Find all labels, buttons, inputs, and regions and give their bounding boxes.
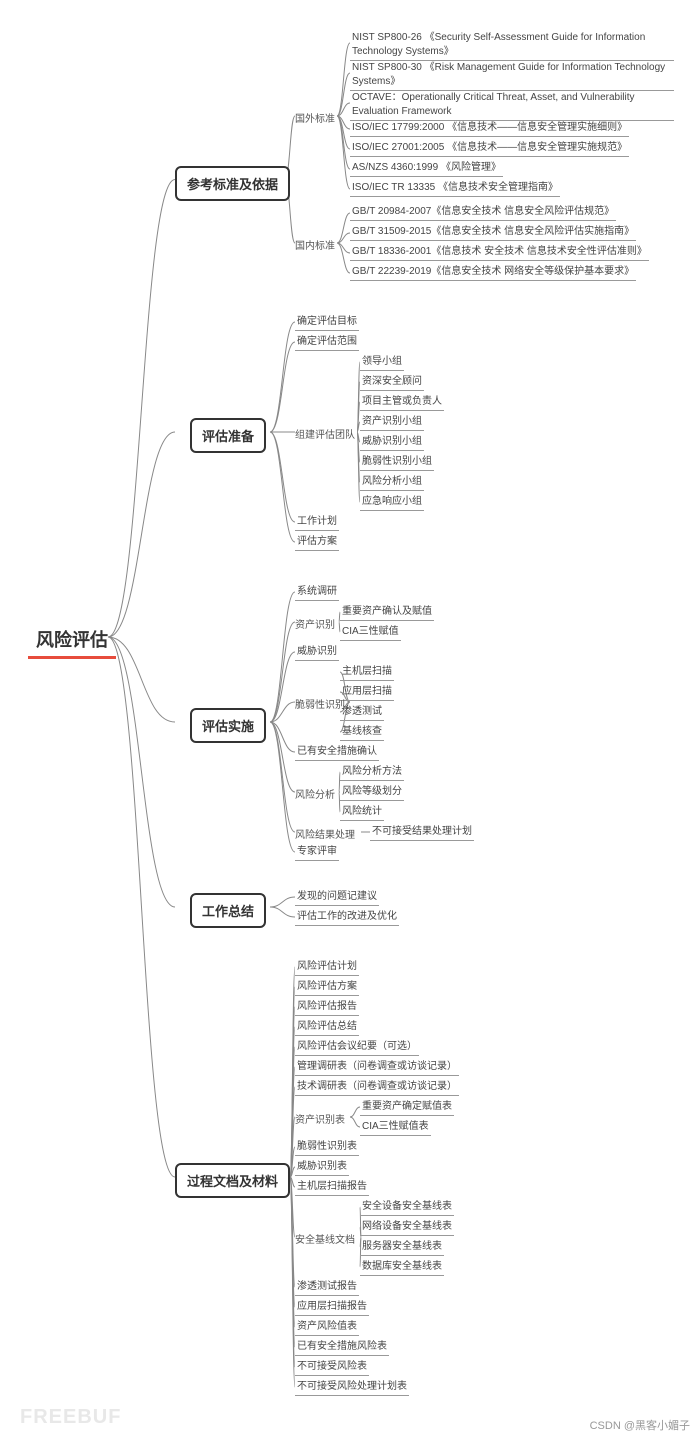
branch-docs: 过程文档及材料: [175, 1163, 290, 1198]
leaf: 资产识别小组: [360, 414, 424, 431]
branch-standards: 参考标准及依据: [175, 166, 290, 201]
sub-label: 资产识别: [295, 616, 335, 631]
leaf: 重要资产确定赋值表: [360, 1099, 454, 1116]
leaf: ISO/IEC 27001:2005 《信息技术——信息安全管理实施规范》: [350, 140, 629, 157]
branch-summary: 工作总结: [190, 893, 266, 928]
leaf: 系统调研: [295, 584, 339, 601]
sub-label: 国内标准: [295, 237, 335, 252]
leaf: 主机层扫描报告: [295, 1179, 369, 1196]
leaf: AS/NZS 4360:1999 《风险管理》: [350, 160, 503, 177]
sub-label: 资产识别表: [295, 1111, 345, 1126]
leaf: 风险统计: [340, 804, 384, 821]
leaf: 风险评估会议纪要（可选）: [295, 1039, 419, 1056]
leaf: 风险评估总结: [295, 1019, 359, 1036]
leaf: 资产风险值表: [295, 1319, 359, 1336]
leaf: 评估工作的改进及优化: [295, 909, 399, 926]
leaf: 风险评估计划: [295, 959, 359, 976]
leaf: 确定评估目标: [295, 314, 359, 331]
sub-label: 风险结果处理: [295, 826, 355, 841]
leaf: 确定评估范围: [295, 334, 359, 351]
leaf: 应用层扫描: [340, 684, 394, 701]
leaf: 威胁识别表: [295, 1159, 349, 1176]
branch-prep: 评估准备: [190, 418, 266, 453]
leaf: 渗透测试报告: [295, 1279, 359, 1296]
leaf: CIA三性赋值: [340, 624, 401, 641]
leaf: 脆弱性识别表: [295, 1139, 359, 1156]
leaf: 不可接受风险处理计划表: [295, 1379, 409, 1396]
leaf: 威胁识别: [295, 644, 339, 661]
leaf: 已有安全措施确认: [295, 744, 379, 761]
leaf: 重要资产确认及赋值: [340, 604, 434, 621]
leaf: 风险评估报告: [295, 999, 359, 1016]
leaf: 不可接受风险表: [295, 1359, 369, 1376]
leaf: NIST SP800-26 《Security Self-Assessment …: [350, 30, 674, 61]
leaf: 服务器安全基线表: [360, 1239, 444, 1256]
leaf: GB/T 22239-2019《信息安全技术 网络安全等级保护基本要求》: [350, 264, 636, 281]
leaf: 风险等级划分: [340, 784, 404, 801]
leaf: 发现的问题记建议: [295, 889, 379, 906]
leaf: ISO/IEC 17799:2000 《信息技术——信息安全管理实施细则》: [350, 120, 629, 137]
sub-label: 脆弱性识别: [295, 696, 345, 711]
leaf: 风险分析小组: [360, 474, 424, 491]
watermark-csdn: CSDN @黑客小媚子: [590, 1417, 690, 1433]
sub-label: 风险分析: [295, 786, 335, 801]
leaf: 脆弱性识别小组: [360, 454, 434, 471]
leaf: 管理调研表（问卷调查或访谈记录）: [295, 1059, 459, 1076]
leaf: 领导小组: [360, 354, 404, 371]
leaf: 渗透测试: [340, 704, 384, 721]
sub-label: 组建评估团队: [295, 426, 355, 441]
root-node: 风险评估: [28, 622, 116, 659]
leaf: 评估方案: [295, 534, 339, 551]
leaf: 风险分析方法: [340, 764, 404, 781]
sub-label: 国外标准: [295, 110, 335, 125]
leaf: CIA三性赋值表: [360, 1119, 431, 1136]
leaf: 项目主管或负责人: [360, 394, 444, 411]
leaf: 专家评审: [295, 844, 339, 861]
leaf: NIST SP800-30 《Risk Management Guide for…: [350, 60, 674, 91]
leaf: 安全设备安全基线表: [360, 1199, 454, 1216]
watermark-freebuf: FREEBUF: [20, 1406, 121, 1429]
leaf: ISO/IEC TR 13335 《信息技术安全管理指南》: [350, 180, 560, 197]
leaf: GB/T 20984-2007《信息安全技术 信息安全风险评估规范》: [350, 204, 616, 221]
leaf: OCTAVE：Operationally Critical Threat, As…: [350, 90, 674, 121]
leaf: 资深安全顾问: [360, 374, 424, 391]
leaf: 主机层扫描: [340, 664, 394, 681]
leaf: 基线核查: [340, 724, 384, 741]
leaf: GB/T 18336-2001《信息技术 安全技术 信息技术安全性评估准则》: [350, 244, 649, 261]
leaf: 已有安全措施风险表: [295, 1339, 389, 1356]
leaf: 数据库安全基线表: [360, 1259, 444, 1276]
leaf: GB/T 31509-2015《信息安全技术 信息安全风险评估实施指南》: [350, 224, 636, 241]
leaf: 应急响应小组: [360, 494, 424, 511]
leaf: 应用层扫描报告: [295, 1299, 369, 1316]
leaf: 技术调研表（问卷调查或访谈记录）: [295, 1079, 459, 1096]
sub-label: 安全基线文档: [295, 1231, 355, 1246]
leaf: 威胁识别小组: [360, 434, 424, 451]
leaf: 风险评估方案: [295, 979, 359, 996]
branch-impl: 评估实施: [190, 708, 266, 743]
leaf: 网络设备安全基线表: [360, 1219, 454, 1236]
leaf: 工作计划: [295, 514, 339, 531]
leaf: 不可接受结果处理计划: [370, 824, 474, 841]
